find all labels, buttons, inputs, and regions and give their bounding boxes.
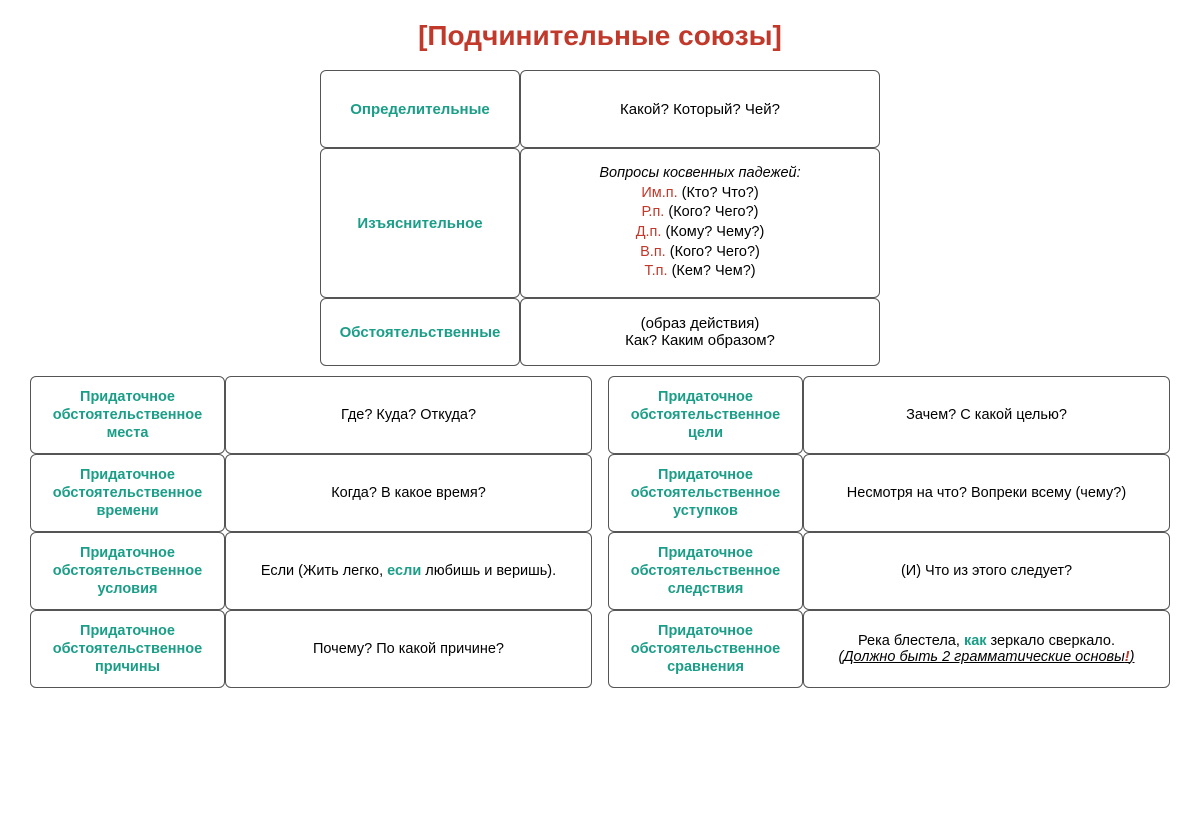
- left-row-1: Придаточное обстоятельственное времени К…: [30, 454, 592, 532]
- right-row-0: Придаточное обстоятельственное цели Заче…: [608, 376, 1170, 454]
- left-label-0: Придаточное обстоятельственное места: [30, 376, 225, 454]
- right-label-0: Придаточное обстоятельственное цели: [608, 376, 803, 454]
- left-content-0: Где? Куда? Откуда?: [225, 376, 592, 454]
- right-content-1: Несмотря на что? Вопреки всему (чему?): [803, 454, 1170, 532]
- top-label-0: Определительные: [320, 70, 520, 148]
- case-2: Д.п. (Кому? Чему?): [535, 223, 865, 243]
- cases-intro: Вопросы косвенных падежей:: [535, 164, 865, 184]
- bottom-columns: Придаточное обстоятельственное места Где…: [30, 376, 1170, 688]
- left-label-1: Придаточное обстоятельственное времени: [30, 454, 225, 532]
- case-0: Им.п. (Кто? Что?): [535, 184, 865, 204]
- right-note: (Должно быть 2 грамматические основы!): [816, 649, 1157, 665]
- left-row-3: Придаточное обстоятельственное причины П…: [30, 610, 592, 688]
- right-content-0: Зачем? С какой целью?: [803, 376, 1170, 454]
- top-row-0: Определительные Какой? Который? Чей?: [320, 70, 880, 148]
- top-row-2: Обстоятельственные (образ действия) Как?…: [320, 298, 880, 366]
- left-content-3: Почему? По какой причине?: [225, 610, 592, 688]
- top-content-1: Вопросы косвенных падежей: Им.п. (Кто? Ч…: [520, 148, 880, 298]
- top-table: Определительные Какой? Который? Чей? Изъ…: [320, 70, 880, 366]
- right-row-2: Придаточное обстоятельственное следствия…: [608, 532, 1170, 610]
- top-row-1: Изъяснительное Вопросы косвенных падежей…: [320, 148, 880, 298]
- right-row-1: Придаточное обстоятельственное уступков …: [608, 454, 1170, 532]
- left-content-2: Если (Жить легко, если любишь и веришь).: [225, 532, 592, 610]
- left-row-2: Придаточное обстоятельственное условия Е…: [30, 532, 592, 610]
- top-label-2: Обстоятельственные: [320, 298, 520, 366]
- case-3: В.п. (Кого? Чего?): [535, 243, 865, 263]
- right-content-2: (И) Что из этого следует?: [803, 532, 1170, 610]
- left-label-3: Придаточное обстоятельственное причины: [30, 610, 225, 688]
- case-1: Р.п. (Кого? Чего?): [535, 203, 865, 223]
- right-label-2: Придаточное обстоятельственное следствия: [608, 532, 803, 610]
- case-4: Т.п. (Кем? Чем?): [535, 262, 865, 282]
- left-content-1: Когда? В какое время?: [225, 454, 592, 532]
- right-label-1: Придаточное обстоятельственное уступков: [608, 454, 803, 532]
- right-label-3: Придаточное обстоятельственное сравнения: [608, 610, 803, 688]
- top-content-0: Какой? Который? Чей?: [520, 70, 880, 148]
- right-content-3: Река блестела, как зеркало сверкало. (До…: [803, 610, 1170, 688]
- right-row-3: Придаточное обстоятельственное сравнения…: [608, 610, 1170, 688]
- top-content-2: (образ действия) Как? Каким образом?: [520, 298, 880, 366]
- left-row-0: Придаточное обстоятельственное места Где…: [30, 376, 592, 454]
- left-table: Придаточное обстоятельственное места Где…: [30, 376, 592, 688]
- right-table: Придаточное обстоятельственное цели Заче…: [608, 376, 1170, 688]
- top-label-1: Изъяснительное: [320, 148, 520, 298]
- page-title: [Подчинительные союзы]: [30, 20, 1170, 52]
- left-label-2: Придаточное обстоятельственное условия: [30, 532, 225, 610]
